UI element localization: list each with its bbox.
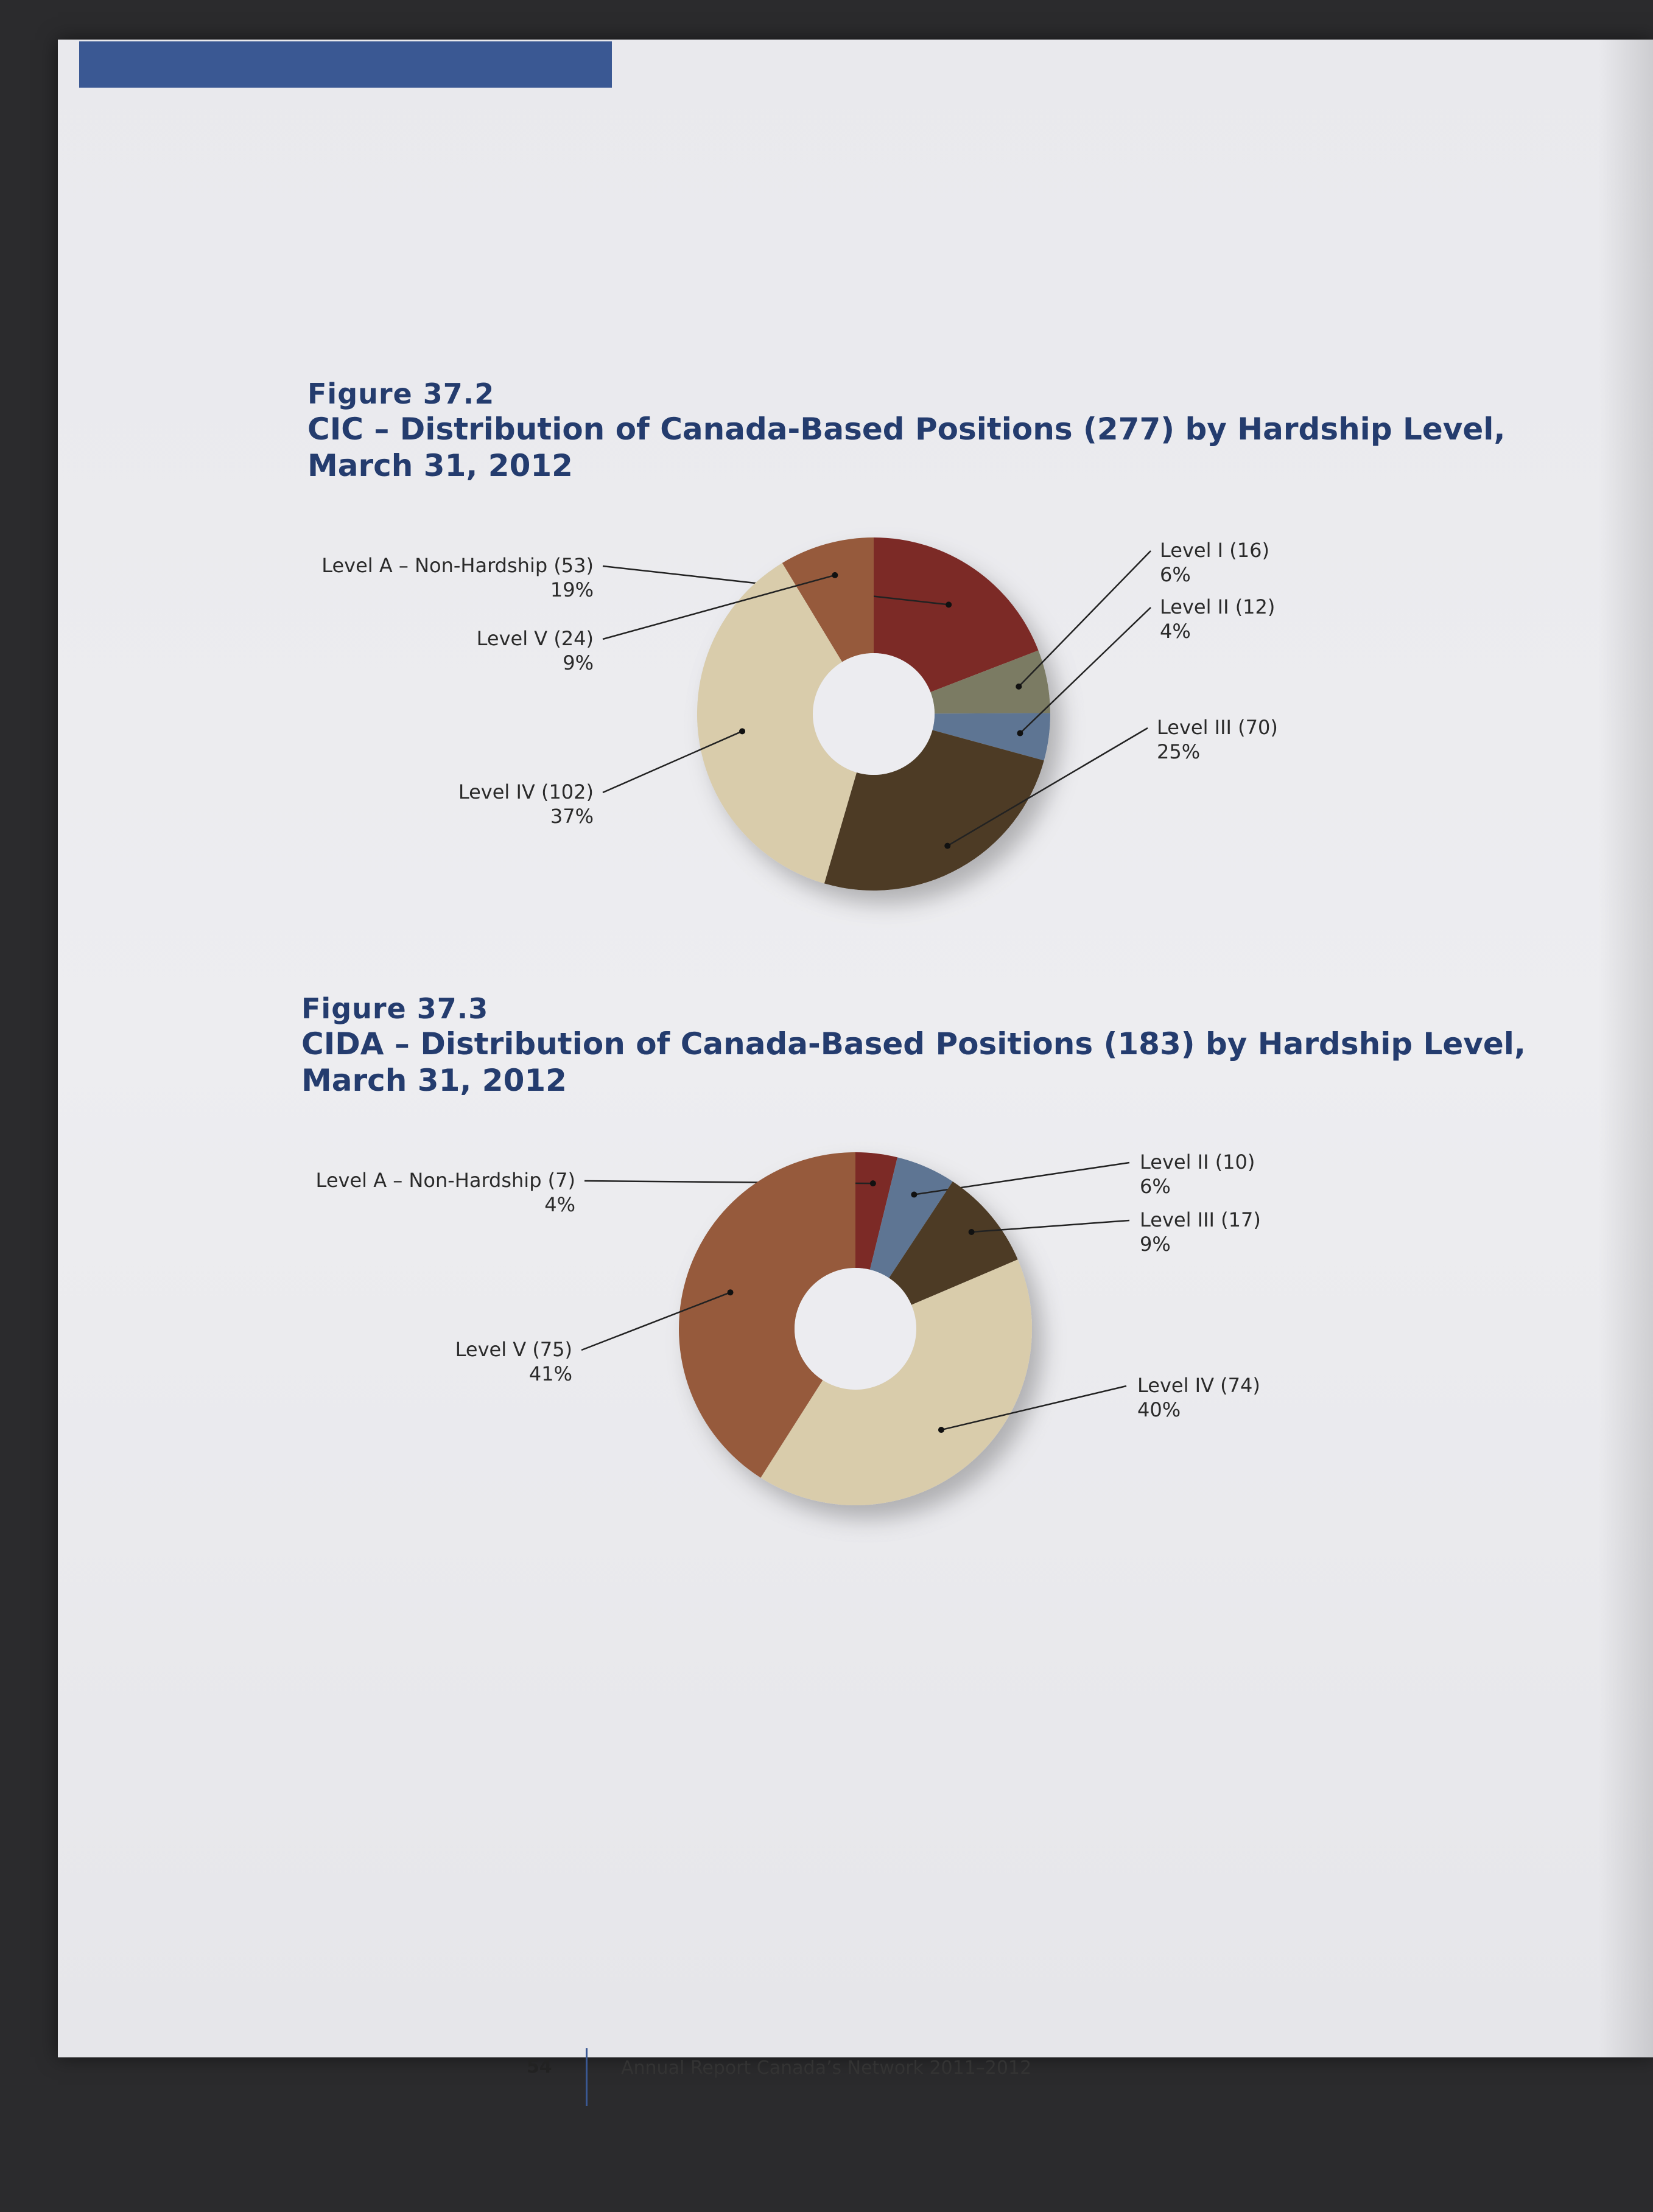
- slice-percent-label: 4%: [1160, 620, 1191, 643]
- slice-percent-label: 25%: [1157, 740, 1200, 763]
- figure-heading-date: March 31, 2012: [301, 1063, 567, 1099]
- cida-donut-chart: Level A – Non-Hardship (7)4% Level II (10…: [316, 1150, 1261, 1505]
- figure-label: Figure 37.2: [307, 377, 495, 410]
- leader-line: [602, 574, 835, 640]
- leader-dot: [938, 1427, 944, 1433]
- figure-heading: CIC – Distribution of Canada-Based Posit…: [307, 411, 1506, 447]
- slice-label: Level IV (102): [458, 780, 594, 803]
- leader-dot: [727, 1289, 734, 1296]
- slice-percent-label: 37%: [550, 805, 594, 828]
- slice-percent-label: 9%: [563, 651, 594, 674]
- slice-label: Level I (16): [1160, 539, 1269, 562]
- pie-slice: [869, 1157, 953, 1278]
- slice-label: Level A – Non-Hardship (7): [316, 1169, 575, 1192]
- page-number: 54: [527, 2056, 552, 2077]
- leader-dot: [946, 601, 952, 608]
- slice-label: Level A – Non-Hardship (53): [321, 554, 594, 577]
- leader-line: [602, 730, 743, 794]
- slice-label: Level V (24): [477, 627, 594, 650]
- slice-label: Level III (17): [1140, 1208, 1261, 1231]
- leader-line: [581, 1292, 731, 1351]
- leader-dot: [1016, 683, 1022, 690]
- donut-hole: [813, 653, 935, 775]
- pie-slice: [874, 537, 1039, 692]
- slice-percent-label: 41%: [529, 1362, 572, 1385]
- report-page: [58, 40, 1653, 2057]
- leader-dot: [911, 1191, 918, 1198]
- pie-slice: [855, 1152, 898, 1270]
- footer-text: Annual Report Canada’s Network 2011–2012: [621, 2057, 1032, 2079]
- donut-hole: [795, 1268, 916, 1390]
- leader-dot: [739, 728, 746, 735]
- pie-slice: [930, 650, 1050, 714]
- slice-percent-label: 4%: [544, 1193, 575, 1216]
- pie-slice: [679, 1152, 855, 1478]
- slice-percent-label: 6%: [1160, 563, 1191, 586]
- cic-donut-chart: Level A – Non-Hardship (53)19% Level I (1…: [321, 537, 1278, 891]
- slice-label: Level V (75): [455, 1338, 572, 1361]
- slice-percent-label: 6%: [1140, 1175, 1171, 1198]
- page-spine-shadow: [1598, 40, 1653, 2057]
- pie-slice: [932, 713, 1050, 761]
- slice-percent-label: 19%: [550, 578, 594, 601]
- leader-dot: [968, 1229, 975, 1236]
- leader-dot: [1017, 730, 1023, 737]
- leader-dot: [869, 1180, 876, 1187]
- pie-slice: [782, 537, 874, 662]
- figure-label: Figure 37.3: [301, 992, 489, 1025]
- pie-slice: [697, 562, 857, 884]
- leader-line: [941, 1385, 1127, 1431]
- figure-heading: CIDA – Distribution of Canada-Based Posi…: [301, 1026, 1526, 1062]
- slice-percent-label: 9%: [1140, 1233, 1171, 1256]
- slice-label: Level II (10): [1140, 1150, 1255, 1174]
- figure-37-3-title: Figure 37.3 CIDA – Distribution of Canad…: [301, 992, 1526, 1099]
- leader-line: [1018, 550, 1151, 687]
- slice-label: Level II (12): [1160, 595, 1275, 618]
- leader-line: [1019, 607, 1151, 734]
- slice-label: Level III (70): [1157, 716, 1278, 739]
- pie-slice: [824, 730, 1044, 891]
- slice-label: Level IV (74): [1137, 1374, 1260, 1397]
- footer-divider: [586, 2048, 588, 2106]
- figure-heading-date: March 31, 2012: [307, 448, 573, 484]
- leader-line: [971, 1219, 1130, 1233]
- header-accent-bar: [79, 41, 612, 88]
- figure-37-2-title: Figure 37.2 CIC – Distribution of Canada…: [307, 377, 1505, 484]
- leader-line: [947, 727, 1148, 847]
- leader-dot: [944, 842, 951, 849]
- slice-percent-label: 40%: [1137, 1398, 1181, 1421]
- pie-slice: [889, 1181, 1018, 1305]
- pie-slice: [760, 1259, 1032, 1505]
- leader-dot: [832, 572, 838, 578]
